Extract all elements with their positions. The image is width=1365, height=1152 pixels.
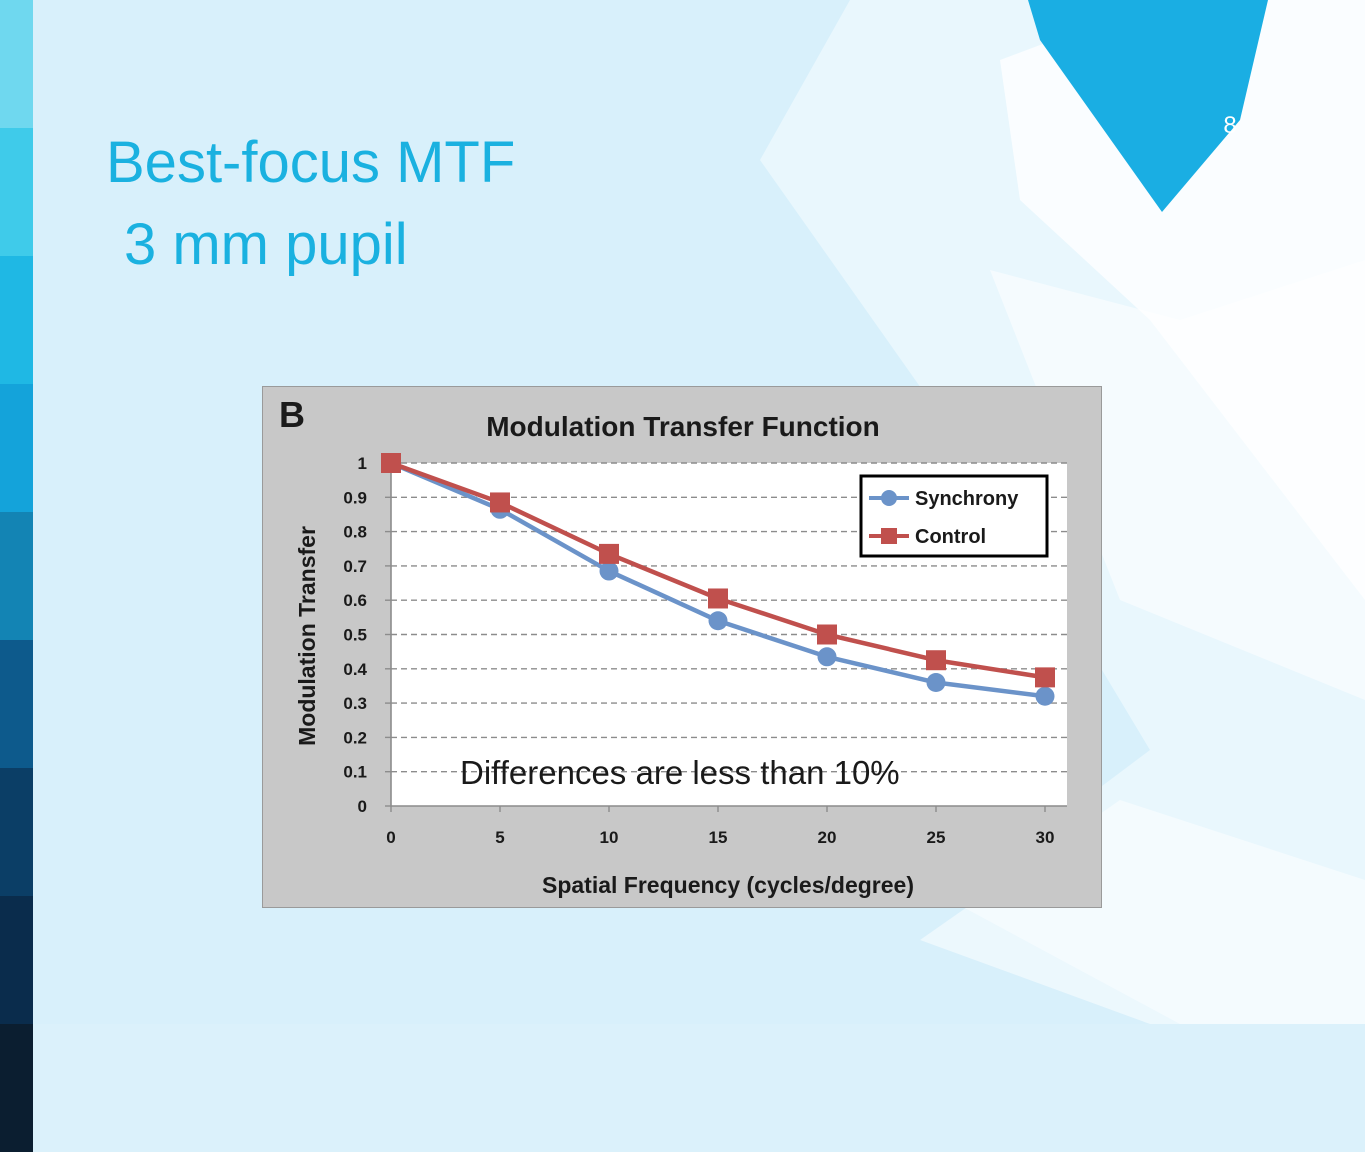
stripe-segment [0,896,33,1024]
mtf-chart: 00.10.20.30.40.50.60.70.80.910 5 10 15 20 25 3… [279,394,1067,898]
stripe-segment [0,128,33,256]
legend-label-synchrony: Synchrony [915,488,1019,510]
panel-label: B [279,394,305,435]
chart-frame: 0 0.1 0.2 0.3 0.4 0.5 0.6 0.7 0.8 0.9 1 0 5 10 15 20 25 3… [262,386,1102,908]
x-tick-label: 10 [600,828,619,847]
series-point-synchrony [708,611,728,631]
y-tick-label: 0.8 [343,523,367,542]
y-tick-label: 0.4 [343,660,367,679]
chart-annotation: Differences are less than 10% [460,754,900,791]
legend-marker-control [881,528,897,544]
slide-title-line-1: Best-focus MTF [106,130,516,195]
x-tick-label: 20 [818,828,837,847]
series-point-synchrony [1035,686,1055,706]
y-tick-label: 0.1 [343,763,367,782]
y-tick-label: 0.7 [343,557,367,576]
y-tick-label: 0 [358,797,367,816]
series-point-control [599,543,619,564]
stripe-segment [0,0,33,128]
series-point-control [817,624,837,645]
x-tick-label: 15 [709,828,728,847]
slide-number: 8 [1223,112,1237,139]
series-point-synchrony [599,561,619,581]
y-tick-label: 0.5 [343,626,367,645]
series-point-synchrony [926,673,946,693]
series-point-synchrony [817,647,837,667]
stripe-segment [0,256,33,384]
stripe-segment [0,1024,33,1152]
slide-title-line-2: 3 mm pupil [124,212,408,277]
x-axis-title: Spatial Frequency (cycles/degree) [542,872,914,898]
y-tick-label: 1 [358,454,367,473]
left-color-stripe [0,0,33,1152]
x-tick-label: 30 [1036,828,1055,847]
x-tick-label: 25 [927,828,946,847]
series-point-control [1035,667,1055,688]
legend-marker-synchrony [881,490,897,506]
stripe-segment [0,768,33,896]
y-tick-label: 0.9 [343,488,367,507]
series-point-control [381,453,401,473]
x-tick-label: 0 [386,828,395,847]
y-tick-label: 0.6 [343,591,367,610]
chart-title: Modulation Transfer Function [486,411,880,442]
y-tick-label: 0.2 [343,728,367,747]
y-tick-label: 0.3 [343,694,367,713]
x-tick-label: 5 [495,828,504,847]
y-axis-title: Modulation Transfer [294,526,320,746]
stripe-segment [0,384,33,512]
stripe-segment [0,512,33,640]
series-point-control [926,650,946,671]
series-point-control [490,492,510,513]
legend-label-control: Control [915,526,986,548]
stripe-segment [0,640,33,768]
series-point-control [708,588,728,609]
